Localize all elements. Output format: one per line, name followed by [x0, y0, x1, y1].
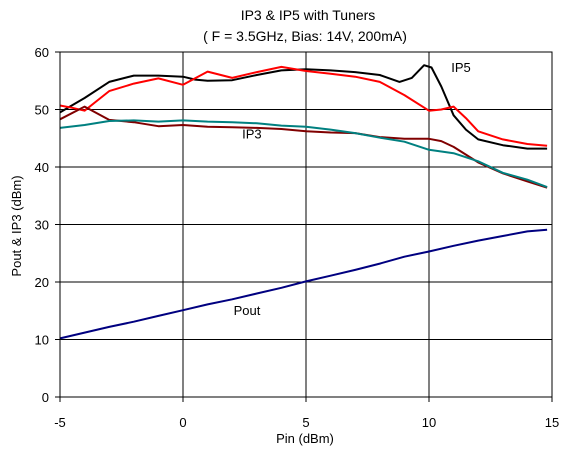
tick-labels: -5 0 5 10 15 0 10 20 30 40 50 60: [35, 45, 560, 430]
y-tick-label: 50: [35, 103, 49, 118]
y-tick-label: 60: [35, 45, 49, 60]
x-tick-label: 15: [545, 415, 559, 430]
grid: [60, 52, 552, 397]
y-tick-label: 10: [35, 333, 49, 348]
y-tick-label: 20: [35, 275, 49, 290]
annotation-ip5: IP5: [451, 60, 471, 75]
chart-title: IP3 & IP5 with Tuners: [241, 7, 376, 23]
x-tick-label: 5: [302, 415, 309, 430]
series-line-4: [59, 119, 548, 189]
series-line-1: [59, 64, 548, 150]
y-tick-label: 0: [42, 390, 49, 405]
chart-subtitle: ( F = 3.5GHz, Bias: 14V, 200mA): [203, 28, 407, 44]
x-tick-label: 10: [422, 415, 436, 430]
series-line-3: [59, 105, 548, 189]
x-tick-label: 0: [179, 415, 186, 430]
annotation-ip3: IP3: [242, 126, 262, 141]
annotations: IP5 IP3 Pout: [234, 60, 471, 318]
y-tick-label: 30: [35, 218, 49, 233]
annotation-pout: Pout: [234, 303, 261, 318]
x-axis-title: Pin (dBm): [276, 431, 334, 446]
series-line-2: [59, 65, 548, 147]
series-line-5: [59, 228, 548, 340]
y-axis-title: Pout & IP3 (dBm): [9, 175, 24, 276]
y-tick-label: 40: [35, 160, 49, 175]
series-lines: [59, 64, 548, 340]
x-tick-label: -5: [54, 415, 66, 430]
